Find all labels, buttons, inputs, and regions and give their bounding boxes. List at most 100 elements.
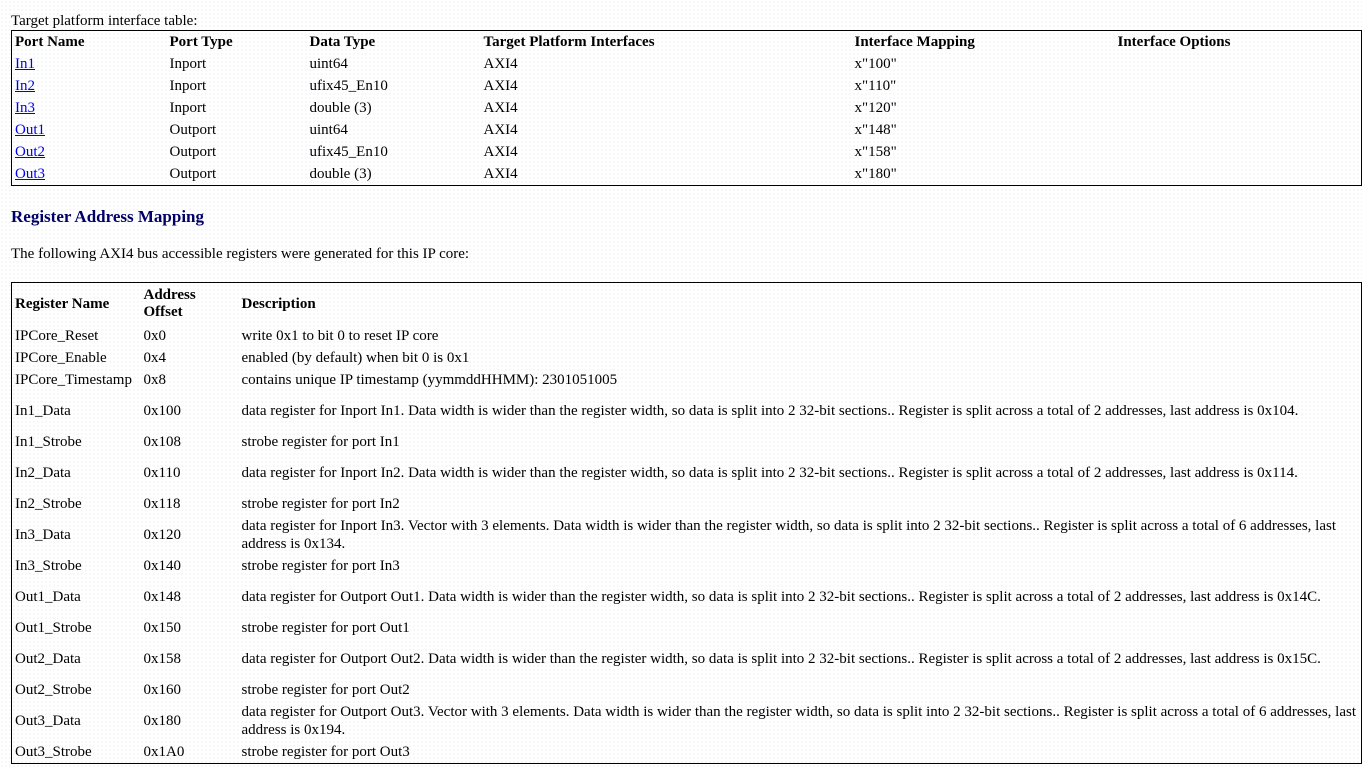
table-cell: double (3)	[309, 166, 372, 182]
table-cell: IPCore_Reset	[15, 328, 99, 344]
table-cell: 0x180	[143, 713, 182, 729]
table-cell: In2_Strobe	[15, 496, 82, 512]
table-cell: Out2_Strobe	[15, 682, 92, 698]
table-cell: Out3_Strobe	[15, 744, 92, 760]
table-cell: enabled (by default) when bit 0 is 0x1	[241, 350, 470, 366]
table-row: In3 Inport double (3) AXI4 x"120"	[12, 97, 1362, 119]
table-cell	[1115, 97, 1362, 119]
port-link-out2[interactable]: Out2	[15, 144, 45, 160]
table-cell: strobe register for port In3	[241, 558, 400, 574]
table-row: Out1_Data 0x148 data register for Outport …	[12, 577, 1362, 617]
table-cell: write 0x1 to bit 0 to reset IP core	[241, 328, 439, 344]
table-cell: AXI4	[483, 100, 518, 116]
table-cell: Outport	[169, 166, 217, 182]
port-link-in3[interactable]: In3	[15, 100, 35, 116]
table-cell: 0x148	[143, 589, 182, 605]
table-cell: In3_Data	[15, 527, 71, 543]
table-row: Out1 Outport uint64 AXI4 x"148"	[12, 119, 1362, 141]
table-cell: ufix45_En10	[309, 144, 388, 160]
table-cell: uint64	[309, 122, 348, 138]
table-cell: Out1	[12, 119, 167, 141]
column-header: Register Name	[15, 295, 110, 312]
table-cell: x"100"	[854, 56, 897, 72]
table-row: Out3 Outport double (3) AXI4 x"180"	[12, 163, 1362, 186]
column-header: Data Type	[309, 34, 376, 50]
port-link-out3[interactable]: Out3	[15, 166, 45, 182]
table-cell: Out1_Strobe	[15, 620, 92, 636]
table-cell: ufix45_En10	[309, 78, 388, 94]
table-cell: x"148"	[854, 122, 897, 138]
table-cell: strobe register for port In2	[241, 496, 400, 512]
port-link-out1[interactable]: Out1	[15, 122, 45, 138]
table-cell: 0x120	[143, 527, 182, 543]
table-row: IPCore_Timestamp 0x8 contains unique IP ti…	[12, 369, 1362, 391]
column-header: Interface Mapping	[854, 34, 975, 50]
table-row: Out2_Data 0x158 data register for Outport …	[12, 639, 1362, 679]
table-row: IPCore_Enable 0x4 enabled (by default) whe…	[12, 347, 1362, 369]
table-cell	[1115, 119, 1362, 141]
table-row: IPCore_Reset 0x0 write 0x1 to bit 0 to res…	[12, 325, 1362, 347]
table-cell: Inport	[169, 78, 207, 94]
table-cell: Out3	[12, 163, 167, 186]
table-cell: In3_Strobe	[15, 558, 82, 574]
table-cell: strobe register for port In1	[241, 434, 400, 450]
port-link-in1[interactable]: In1	[15, 56, 35, 72]
table-cell: Inport	[169, 56, 207, 72]
table-cell: data register for Outport Out2. Data wid…	[241, 651, 1321, 667]
table-cell: 0x150	[143, 620, 182, 636]
table-row: Out3_Strobe 0x1A0 strobe register for port…	[12, 741, 1362, 764]
table-cell: Outport	[169, 122, 217, 138]
table-cell: IPCore_Timestamp	[15, 372, 132, 388]
table-row: Out2 Outport ufix45_En10 AXI4 x"158"	[12, 141, 1362, 163]
table-cell: 0x160	[143, 682, 182, 698]
table-cell: x"158"	[854, 144, 897, 160]
table-cell: In3	[12, 97, 167, 119]
table-cell: contains unique IP timestamp (yymmddHHMM…	[241, 372, 618, 388]
table-cell: data register for Outport Out3. Vector w…	[241, 704, 1357, 738]
interface-table: Port Name Port Type Data Type Target Platfo…	[11, 30, 1362, 186]
table-cell: Inport	[169, 100, 207, 116]
table-row: In1_Strobe 0x108 strobe register for port …	[12, 431, 1362, 453]
table-row: In2_Data 0x110 data register for Inport In…	[12, 453, 1362, 493]
table-cell: 0x100	[143, 403, 182, 419]
table-cell: AXI4	[483, 144, 518, 160]
table-cell: data register for Inport In3. Vector wit…	[241, 518, 1337, 552]
table-cell: 0x1A0	[143, 744, 185, 760]
column-header: Target Platform Interfaces	[483, 34, 655, 50]
table-row: Out2_Strobe 0x160 strobe register for port…	[12, 679, 1362, 701]
table-row: Out1_Strobe 0x150 strobe register for port…	[12, 617, 1362, 639]
table-cell: 0x158	[143, 651, 182, 667]
table-row: Out3_Data 0x180 data register for Outport …	[12, 701, 1362, 741]
port-link-in2[interactable]: In2	[15, 78, 35, 94]
table-cell: 0x8	[143, 372, 167, 388]
column-header: Description	[241, 295, 316, 312]
table-cell: Out2_Data	[15, 651, 81, 667]
table-cell: Out1_Data	[15, 589, 81, 605]
table-cell: In1_Data	[15, 403, 71, 419]
table-cell: x"180"	[854, 166, 897, 182]
register-table: Register Name Address Offset Description I…	[11, 282, 1362, 764]
table-cell: double (3)	[309, 100, 372, 116]
column-header: Port Name	[15, 34, 85, 50]
table-cell: 0x4	[143, 350, 167, 366]
table-cell: data register for Outport Out1. Data wid…	[241, 589, 1321, 605]
table-cell: 0x140	[143, 558, 182, 574]
table-cell: strobe register for port Out3	[241, 744, 410, 760]
table-cell: AXI4	[483, 122, 518, 138]
table-cell: Out3_Data	[15, 713, 81, 729]
table-cell: In1_Strobe	[15, 434, 82, 450]
column-header: Address Offset	[143, 287, 196, 320]
column-header: Interface Options	[1117, 34, 1231, 50]
table-row: In3_Strobe 0x140 strobe register for port …	[12, 555, 1362, 577]
table-cell: x"120"	[854, 100, 897, 116]
table-cell: 0x110	[143, 465, 181, 481]
interface-table-caption: Target platform interface table:	[11, 13, 198, 29]
table-cell: AXI4	[483, 78, 518, 94]
table-cell: IPCore_Enable	[15, 350, 107, 366]
table-cell	[1115, 75, 1362, 97]
table-cell: strobe register for port Out2	[241, 682, 410, 698]
table-cell	[1115, 163, 1362, 186]
table-cell: x"110"	[854, 78, 897, 94]
table-row: In2 Inport ufix45_En10 AXI4 x"110"	[12, 75, 1362, 97]
